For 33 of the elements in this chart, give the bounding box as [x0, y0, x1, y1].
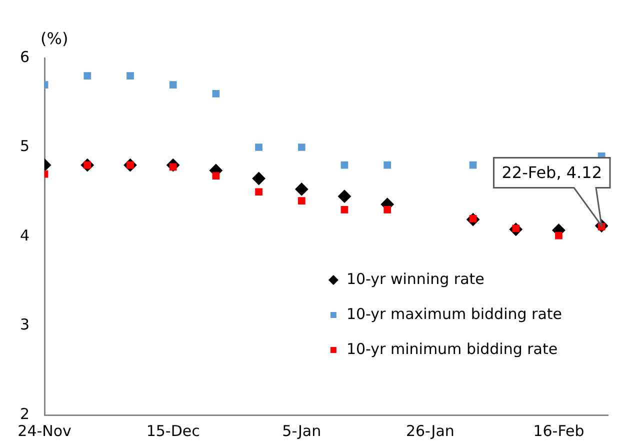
y-tick-label: 2 — [20, 404, 30, 423]
point — [255, 188, 262, 196]
y-tick-label: 3 — [20, 316, 30, 334]
point — [555, 232, 562, 240]
point — [169, 81, 177, 88]
point — [338, 190, 351, 203]
point — [212, 172, 220, 180]
y-tick-label: 4 — [20, 226, 30, 244]
point — [295, 182, 308, 196]
point — [384, 161, 392, 169]
x-tick-label: 26-Jan — [406, 422, 454, 440]
point — [212, 90, 220, 98]
legend-label: 10-yr winning rate — [346, 270, 484, 288]
point — [298, 197, 306, 204]
point — [252, 172, 266, 185]
point — [340, 161, 348, 169]
point — [126, 72, 134, 80]
point — [84, 72, 92, 80]
legend-label: 10-yr minimum bidding rate — [346, 340, 558, 358]
y-tick-label: 5 — [20, 137, 30, 156]
x-tick-label: 24-Nov — [18, 422, 72, 440]
legend-label: 10-yr maximum bidding rate — [346, 304, 562, 323]
y-axis-title: (%) — [40, 29, 68, 48]
x-tick-label: 15-Dec — [146, 422, 200, 440]
point — [255, 144, 262, 151]
x-tick-label: 5-Jan — [282, 422, 322, 440]
x-tick-label: 16-Feb — [533, 422, 584, 440]
point — [384, 206, 392, 214]
y-tick-label: 6 — [20, 48, 30, 66]
annotation: 22-Feb, 4.12 — [502, 162, 602, 182]
point — [298, 144, 306, 151]
point — [340, 206, 348, 214]
point — [469, 161, 477, 169]
